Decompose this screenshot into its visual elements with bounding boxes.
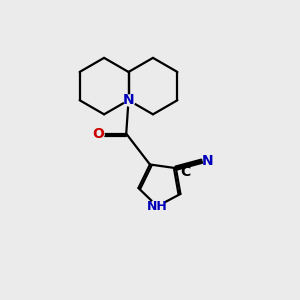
Text: O: O bbox=[92, 127, 104, 141]
Text: NH: NH bbox=[147, 200, 168, 213]
Text: N: N bbox=[201, 154, 213, 168]
Text: C: C bbox=[180, 165, 190, 179]
Text: N: N bbox=[123, 93, 134, 107]
